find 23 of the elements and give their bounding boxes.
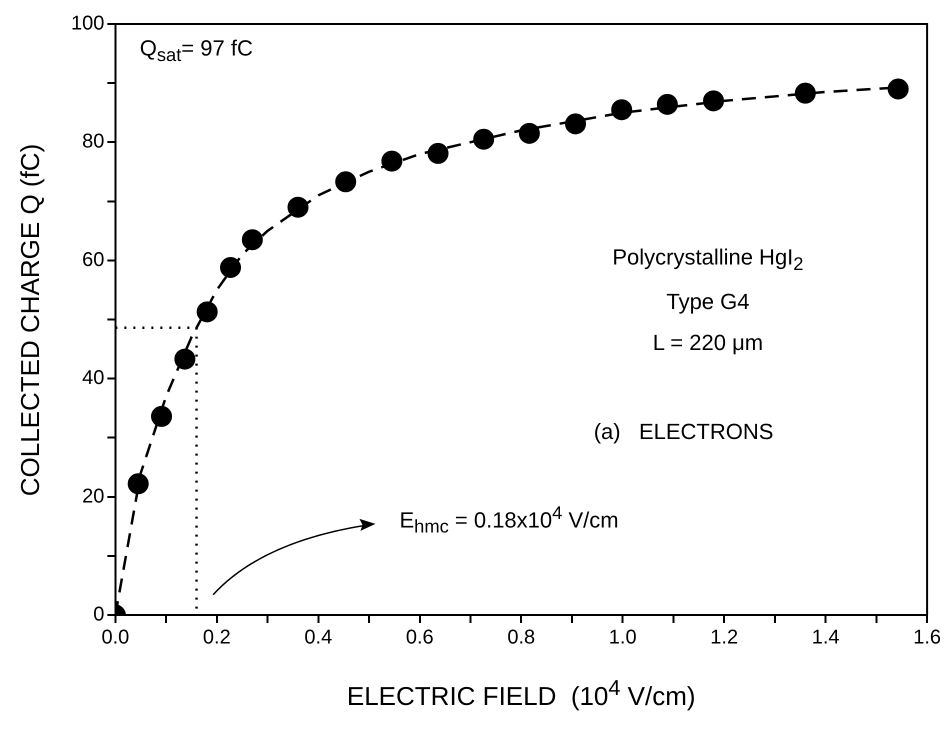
x-tick-label: 0.4 bbox=[304, 626, 332, 649]
x-tick-label: 1.4 bbox=[812, 626, 840, 649]
y-tick-label: 0 bbox=[93, 604, 104, 626]
annotation: Polycrystalline HgI$_{2}$ bbox=[612, 245, 804, 274]
annotation: E$_{hmc}$ = 0.18x10$^{4}$ V/cm bbox=[399, 502, 619, 538]
x-tick-label: 0.0 bbox=[101, 626, 130, 649]
x-tick-label: 0.8 bbox=[507, 626, 536, 649]
x-tick-label: 0.6 bbox=[406, 626, 434, 649]
x-tick-label: 1.2 bbox=[710, 626, 738, 649]
x-tick-label: 1.0 bbox=[608, 626, 637, 649]
y-axis-title: COLLECTED CHARGE Q (fC) bbox=[15, 143, 45, 496]
annotation: Q$_{sat}$= 97 fC bbox=[140, 35, 253, 65]
y-tick-label: 80 bbox=[82, 130, 104, 153]
y-tick-label: 100 bbox=[70, 12, 104, 35]
annotation: (a) ELECTRONS bbox=[594, 418, 774, 444]
annotation: L = 220 μm bbox=[652, 330, 764, 356]
y-tick-label: 60 bbox=[82, 248, 104, 271]
annotation: Type G4 bbox=[666, 288, 750, 314]
y-tick-label: 40 bbox=[82, 367, 104, 390]
x-axis-title: ELECTRIC FIELD (10$^{4}$ V/cm) bbox=[346, 675, 696, 711]
x-tick-label: 1.6 bbox=[913, 626, 942, 649]
x-tick-label: 0.2 bbox=[202, 626, 231, 649]
y-tick-label: 20 bbox=[82, 485, 104, 508]
